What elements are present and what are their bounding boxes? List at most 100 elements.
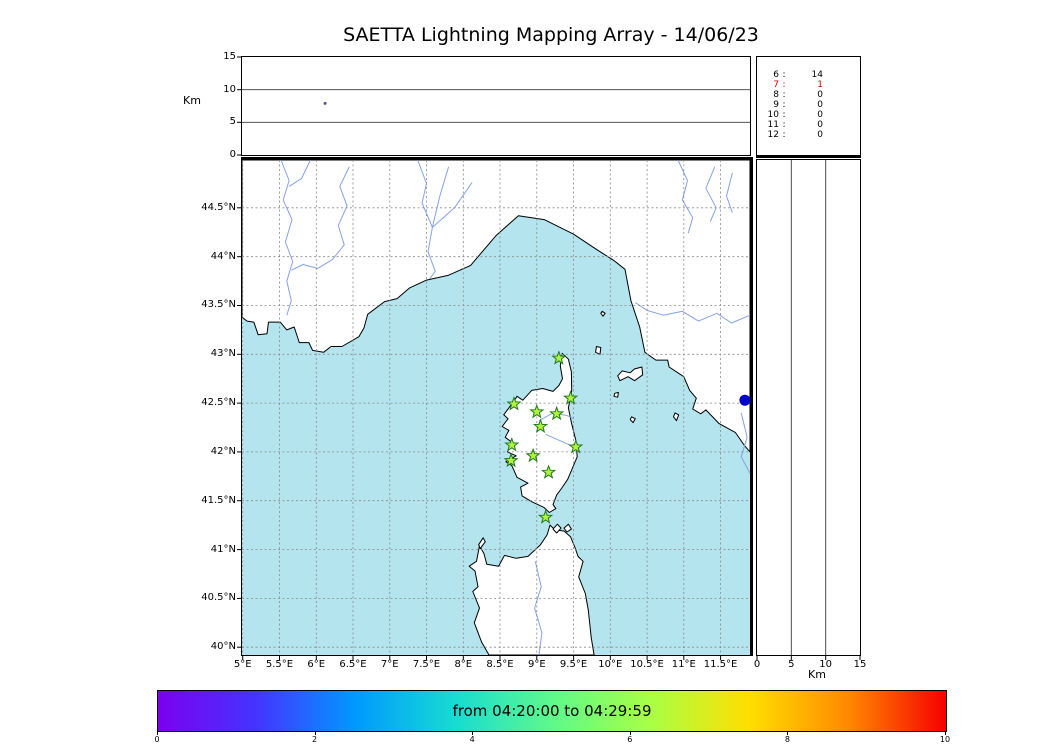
altitude-count-row: 11: 0 <box>757 120 860 130</box>
coastline <box>600 310 606 317</box>
lma-station-star <box>506 396 522 411</box>
coastline <box>613 391 619 398</box>
count-separator: : <box>782 100 786 110</box>
count-bin: 8 <box>773 90 779 100</box>
lma-station-star <box>537 509 554 524</box>
lma-station-star <box>549 405 565 421</box>
lon-tick-label: 11°E <box>671 659 696 670</box>
colorbar-tick <box>157 731 158 735</box>
altitude-counts-panel: 6: 14 7: 1 8: 0 9: 0 10: 0 11: 0 12: 0 <box>756 56 861 158</box>
colorbar-tick-label: 2 <box>312 735 318 744</box>
coastline <box>468 524 595 656</box>
lon-tick-label: 5.5°E <box>265 659 294 670</box>
right-altitude-tick-label: 5 <box>788 659 795 670</box>
colorbar-tick-label: 6 <box>627 735 633 744</box>
lma-station-star <box>541 464 557 479</box>
coastline <box>563 523 572 533</box>
altitude-vs-longitude-panel <box>237 56 751 156</box>
lma-station-star <box>568 439 584 454</box>
count-value: 0 <box>817 120 823 130</box>
lat-tick-label: 41.5°N <box>201 494 236 506</box>
river <box>705 166 717 222</box>
count-separator: : <box>782 90 786 100</box>
river <box>280 159 294 316</box>
lat-tick-label: 41°N <box>210 543 236 555</box>
top-panel-axis-label: Km <box>183 94 201 107</box>
count-value: 0 <box>817 110 823 120</box>
lma-station-star <box>529 403 545 419</box>
lma-station-star <box>551 350 567 365</box>
lon-tick-label: 9°E <box>527 659 546 670</box>
coastline <box>552 523 562 534</box>
lon-tick-label: 6.5°E <box>339 659 367 670</box>
river <box>545 433 573 447</box>
lat-tick-label: 42.5°N <box>201 397 236 409</box>
map-panel <box>237 157 753 660</box>
altitude-vs-latitude-panel <box>756 159 861 660</box>
colorbar-tick <box>314 731 316 735</box>
figure-title: SAETTA Lightning Mapping Array - 14/06/2… <box>343 24 759 46</box>
count-value: 14 <box>811 70 823 80</box>
top-altitude-tick-label: 10 <box>223 83 236 95</box>
lon-tick-label: 11.5°E <box>703 659 738 670</box>
lon-tick-label: 10°E <box>598 659 623 670</box>
lat-tick-label: 42°N <box>210 445 236 457</box>
colorbar-tick <box>472 731 474 735</box>
lon-tick-label: 7.5°E <box>412 659 441 670</box>
lightning-source-dot <box>323 101 327 105</box>
count-bin: 10 <box>767 110 779 120</box>
river <box>417 159 433 228</box>
altitude-count-row: 12: 0 <box>757 130 860 140</box>
coastline <box>629 416 636 424</box>
lat-tick-label: 43.5°N <box>201 299 236 311</box>
coastline <box>673 412 680 422</box>
colorbar-tick-label: 8 <box>784 735 790 744</box>
river <box>291 166 350 271</box>
river <box>534 561 543 656</box>
coastline <box>617 366 644 382</box>
lma-station-star <box>504 437 520 452</box>
lat-tick-label: 40°N <box>210 641 236 653</box>
river <box>288 159 311 187</box>
lon-tick-label: 10.5°E <box>630 659 664 670</box>
count-value: 0 <box>817 90 823 100</box>
lightning-source-dot <box>739 394 751 406</box>
count-separator: : <box>782 130 786 140</box>
time-colorbar: from 04:20:00 to 04:29:59 <box>157 690 947 732</box>
river <box>740 412 751 474</box>
colorbar-tick-label: 10 <box>939 735 951 744</box>
colorbar-tick <box>787 731 789 735</box>
colorbar-tick-label: 4 <box>469 735 475 744</box>
colorbar-tick <box>629 731 631 735</box>
river <box>677 159 694 234</box>
coastline <box>595 346 602 355</box>
count-separator: : <box>782 110 786 120</box>
lon-tick-label: 7°E <box>380 659 399 670</box>
colorbar-label: from 04:20:00 to 04:29:59 <box>452 702 652 720</box>
coastline <box>478 537 486 550</box>
count-separator: : <box>782 70 786 80</box>
lat-tick-label: 43°N <box>210 348 236 360</box>
lat-tick-label: 40.5°N <box>201 592 236 604</box>
count-bin: 9 <box>773 100 779 110</box>
river <box>635 302 751 324</box>
count-bin: 11 <box>767 120 779 130</box>
count-value: 0 <box>817 130 823 140</box>
count-value: 1 <box>817 80 823 90</box>
river <box>431 166 450 228</box>
lon-tick-label: 6°E <box>307 659 326 670</box>
river <box>427 227 436 280</box>
right-altitude-tick-label: 10 <box>819 659 833 670</box>
lma-station-star <box>503 452 519 468</box>
lat-tick-label: 44°N <box>210 250 236 262</box>
altitude-count-row: 9: 0 <box>757 100 860 110</box>
coastline <box>241 159 751 453</box>
count-bin: 12 <box>767 130 779 140</box>
right-altitude-tick-label: 15 <box>853 659 867 670</box>
altitude-count-row: 10: 0 <box>757 110 860 120</box>
altitude-count-row: 7: 1 <box>757 80 860 90</box>
lat-tick-label: 44.5°N <box>201 201 236 213</box>
lon-tick-label: 8°E <box>454 659 473 670</box>
count-value: 0 <box>817 100 823 110</box>
